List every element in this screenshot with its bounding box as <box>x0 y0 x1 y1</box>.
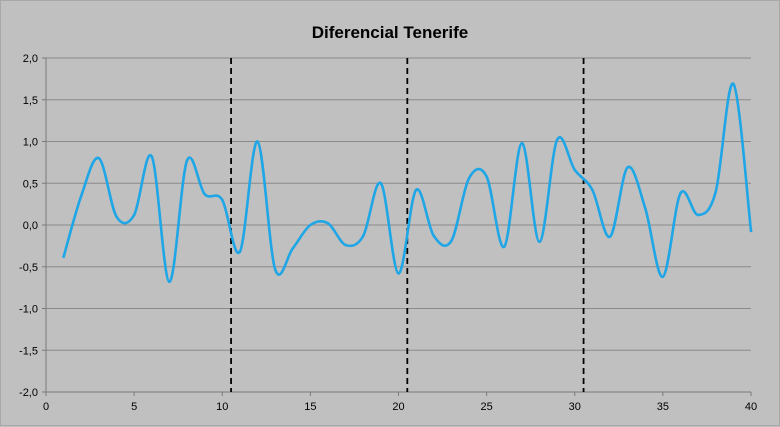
y-tick-label: 1,5 <box>23 95 38 107</box>
data-point <box>220 198 224 202</box>
data-point <box>79 194 83 198</box>
gridlines <box>46 57 751 351</box>
data-point <box>485 175 488 178</box>
data-point <box>591 188 594 192</box>
data-point <box>679 191 682 195</box>
data-point <box>344 243 347 247</box>
section-markers <box>230 58 585 392</box>
x-tick-label: 20 <box>392 401 404 413</box>
data-point <box>696 213 700 217</box>
data-point <box>502 245 506 249</box>
y-tick-label: 0,5 <box>23 178 38 190</box>
data-point <box>238 250 242 254</box>
x-tick-label: 15 <box>304 401 316 413</box>
data-point <box>555 138 559 142</box>
series-layer <box>62 82 753 284</box>
data-point <box>185 159 189 163</box>
y-tick-label: -1,5 <box>19 345 38 357</box>
data-point <box>608 235 612 238</box>
data-point <box>150 155 154 158</box>
axes <box>42 57 752 396</box>
y-tick-label: -2,0 <box>19 387 38 399</box>
data-point <box>361 234 365 238</box>
x-tick-label: 25 <box>481 401 493 413</box>
data-point <box>97 156 101 160</box>
x-tick-label: 30 <box>569 401 581 413</box>
chart-title: Diferencial Tenerife <box>312 23 469 42</box>
data-point <box>626 166 629 169</box>
data-point <box>573 168 577 172</box>
data-point <box>732 82 735 86</box>
tick-labels: 2,0 1,5 1,0 0,5 0,0 -0,5 -1,0 -1,5 -2,0 0 5 10 15 20 2… <box>19 53 757 413</box>
x-tick-label: 40 <box>745 401 757 413</box>
y-tick-label: 0,0 <box>23 220 38 232</box>
series-line <box>62 82 753 284</box>
data-point <box>414 188 418 192</box>
x-tick-label: 35 <box>657 401 669 413</box>
x-tick-label: 10 <box>216 401 228 413</box>
y-tick-label: 2,0 <box>23 53 38 65</box>
data-point <box>256 140 259 143</box>
y-tick-label: -1,0 <box>19 304 38 316</box>
y-tick-label: 1,0 <box>23 137 38 149</box>
data-point <box>291 247 295 250</box>
data-point <box>132 213 136 217</box>
y-tick-label: -0,5 <box>19 262 38 274</box>
data-point <box>203 192 206 196</box>
data-point <box>379 181 383 185</box>
data-point <box>168 280 171 284</box>
data-point <box>520 141 524 145</box>
data-point <box>450 239 453 243</box>
data-point <box>643 207 647 210</box>
data-point <box>309 223 312 227</box>
data-point <box>714 190 718 193</box>
x-tick-label: 5 <box>131 401 137 413</box>
data-point <box>397 272 400 275</box>
data-point <box>749 229 753 233</box>
x-tick-label: 0 <box>43 401 49 413</box>
data-point <box>273 267 277 271</box>
data-point <box>432 234 436 238</box>
data-point <box>538 240 541 243</box>
data-point <box>467 176 471 180</box>
data-point <box>62 255 65 259</box>
data-point <box>326 222 330 225</box>
data-point <box>661 275 665 279</box>
data-point <box>115 215 118 218</box>
